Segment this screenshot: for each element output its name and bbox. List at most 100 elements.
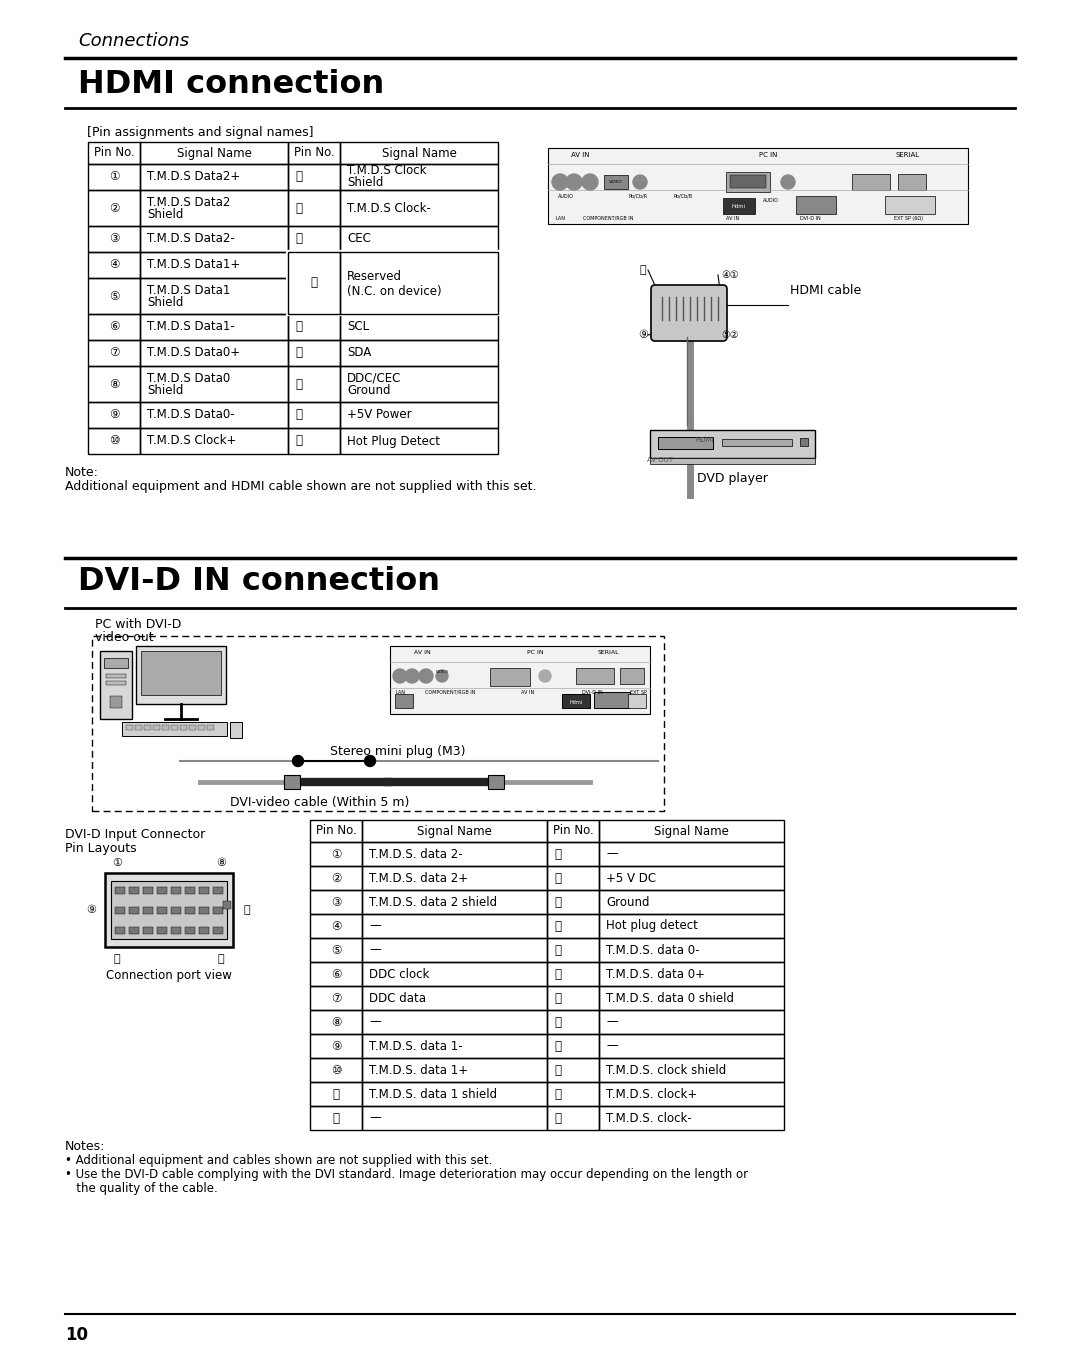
Text: T.M.D.S Data2: T.M.D.S Data2 [147, 195, 230, 209]
Text: ①: ① [112, 858, 122, 868]
Bar [599, 986, 784, 1010]
Bar [140, 278, 288, 314]
Text: ⑯: ⑯ [295, 347, 302, 360]
Bar [171, 724, 178, 730]
Bar [288, 252, 340, 278]
Bar [362, 1034, 546, 1057]
Text: Connection port view: Connection port view [106, 969, 232, 982]
Text: —: — [606, 1040, 618, 1052]
Text: T.M.D.S. clock shield: T.M.D.S. clock shield [606, 1063, 726, 1076]
Bar [897, 175, 926, 190]
Bar [129, 907, 139, 914]
Text: ⑶: ⑶ [554, 1087, 561, 1101]
Bar [546, 1082, 599, 1106]
Bar [362, 938, 546, 961]
Text: SCL: SCL [347, 321, 369, 333]
Bar [599, 842, 784, 867]
Bar [310, 1010, 362, 1034]
Text: ⑮: ⑮ [295, 321, 302, 333]
Text: COMPONENT/RGB IN: COMPONENT/RGB IN [583, 217, 633, 221]
Bar [222, 900, 231, 909]
Text: T.M.D.S. data 0 shield: T.M.D.S. data 0 shield [606, 991, 734, 1005]
Text: PC IN: PC IN [527, 650, 543, 655]
Text: ⑱: ⑱ [554, 968, 561, 980]
Text: Reserved: Reserved [347, 252, 402, 265]
Text: ⑨: ⑨ [109, 409, 119, 421]
Bar [111, 881, 227, 940]
Bar [140, 142, 288, 164]
Bar [144, 724, 151, 730]
Text: T.M.D.S Data0: T.M.D.S Data0 [147, 371, 230, 385]
Bar [362, 986, 546, 1010]
Text: —: — [369, 944, 381, 956]
Text: +5V Power: +5V Power [347, 409, 411, 421]
Text: T.M.D.S Data0+: T.M.D.S Data0+ [147, 347, 240, 360]
Circle shape [365, 756, 376, 766]
Bar [157, 907, 167, 914]
Text: ⑫: ⑫ [295, 202, 302, 214]
Circle shape [405, 669, 419, 682]
Text: (N.C. on device): (N.C. on device) [347, 264, 442, 278]
Text: ⑭: ⑭ [295, 259, 302, 272]
Text: T.M.D.S. data 2+: T.M.D.S. data 2+ [369, 872, 468, 884]
Text: ⑬: ⑬ [295, 233, 302, 245]
Bar [129, 927, 139, 934]
Bar [310, 914, 362, 938]
Text: ②: ② [330, 872, 341, 884]
Text: ⑨: ⑨ [638, 330, 648, 340]
Text: Shield: Shield [347, 176, 383, 190]
Text: SERIAL: SERIAL [896, 152, 920, 158]
Bar [796, 196, 836, 214]
Bar [140, 164, 288, 190]
Text: ⑵: ⑵ [554, 1063, 561, 1076]
Bar [362, 867, 546, 890]
Text: PC IN: PC IN [759, 152, 778, 158]
Bar [162, 724, 168, 730]
Bar [310, 961, 362, 986]
Text: ⑤: ⑤ [330, 944, 341, 956]
Text: ⑰: ⑰ [554, 944, 561, 956]
Bar [87, 428, 140, 454]
Bar [390, 646, 650, 714]
Bar [362, 1010, 546, 1034]
Text: T.M.D.S Clock: T.M.D.S Clock [347, 164, 427, 177]
Bar [288, 366, 340, 402]
Text: ⑮: ⑮ [554, 895, 561, 909]
Text: VIDEO: VIDEO [609, 180, 623, 184]
Bar [340, 402, 498, 428]
Text: video out: video out [95, 631, 153, 645]
Text: ⑲: ⑲ [295, 435, 302, 448]
Bar [106, 681, 126, 685]
Bar [488, 774, 504, 789]
Bar [87, 314, 140, 340]
Bar [340, 366, 498, 402]
Text: ⑧: ⑧ [330, 1016, 341, 1029]
Text: T.M.D.S. data 2 shield: T.M.D.S. data 2 shield [369, 895, 497, 909]
Text: T.M.D.S. data 1+: T.M.D.S. data 1+ [369, 1063, 468, 1076]
Bar [599, 1057, 784, 1082]
Text: ⑲: ⑲ [639, 265, 646, 275]
Text: ⑩: ⑩ [330, 1063, 341, 1076]
Text: ⑰: ⑰ [113, 955, 120, 964]
Text: ⑷: ⑷ [554, 1112, 561, 1125]
Text: ①: ① [330, 848, 341, 861]
Text: ⑳: ⑳ [554, 1016, 561, 1029]
Bar [340, 340, 498, 366]
Text: ⑥: ⑥ [330, 968, 341, 980]
Text: LAN: LAN [556, 217, 566, 221]
Bar [185, 927, 195, 934]
Bar [136, 646, 226, 704]
Bar [310, 842, 362, 867]
Circle shape [781, 175, 795, 190]
Bar [546, 1106, 599, 1131]
Text: T.M.D.S Data1+: T.M.D.S Data1+ [147, 259, 240, 272]
Circle shape [436, 670, 448, 682]
Text: ⑲: ⑲ [554, 991, 561, 1005]
Bar [213, 927, 222, 934]
Bar [340, 278, 498, 314]
Text: T.M.D.S. data 1 shield: T.M.D.S. data 1 shield [369, 1087, 497, 1101]
Text: T.M.D.S. clock-: T.M.D.S. clock- [606, 1112, 692, 1125]
Text: AUDIO: AUDIO [558, 194, 573, 199]
Bar [140, 226, 288, 252]
Bar [362, 961, 546, 986]
